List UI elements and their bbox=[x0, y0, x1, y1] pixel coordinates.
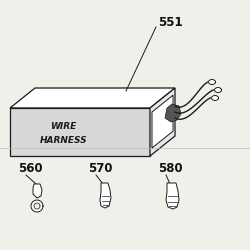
Polygon shape bbox=[150, 88, 175, 156]
Polygon shape bbox=[214, 88, 222, 92]
Polygon shape bbox=[31, 200, 43, 212]
Polygon shape bbox=[165, 104, 181, 122]
Text: WIRE: WIRE bbox=[50, 122, 76, 131]
Polygon shape bbox=[212, 96, 218, 100]
Polygon shape bbox=[166, 183, 179, 209]
Text: 551: 551 bbox=[158, 16, 182, 28]
Polygon shape bbox=[33, 184, 42, 198]
Polygon shape bbox=[152, 95, 173, 148]
Text: 560: 560 bbox=[18, 162, 42, 174]
Polygon shape bbox=[100, 183, 111, 208]
Polygon shape bbox=[10, 88, 175, 108]
Text: 580: 580 bbox=[158, 162, 182, 174]
Polygon shape bbox=[34, 203, 40, 209]
Text: HARNESS: HARNESS bbox=[40, 136, 87, 145]
Polygon shape bbox=[10, 108, 150, 156]
Text: 570: 570 bbox=[88, 162, 112, 174]
Polygon shape bbox=[208, 80, 216, 84]
